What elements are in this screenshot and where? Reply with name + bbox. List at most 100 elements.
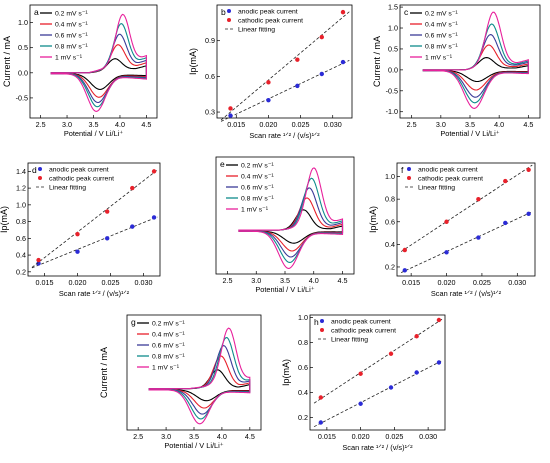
data-point [228, 113, 233, 118]
fit-line [400, 164, 533, 252]
legend-label: 0.2 mV s⁻¹ [55, 11, 88, 18]
data-point [130, 224, 135, 229]
data-point [414, 334, 419, 339]
y-axis-label: Ip(mA) [281, 359, 291, 386]
y-axis-label: Current / mA [372, 36, 382, 87]
legend-label: anodic peak current [238, 9, 298, 16]
fit-line [31, 216, 158, 269]
legend-label: cathodic peak current [331, 328, 396, 335]
data-point [358, 401, 363, 406]
x-tick-label: 4.5 [338, 276, 348, 285]
panel-label: b [221, 7, 226, 17]
x-tick-label: 2.5 [407, 120, 417, 129]
x-axis-label: Potential / V Li/Li⁺ [440, 129, 499, 138]
panel-label: h [314, 317, 319, 327]
legend-marker [227, 9, 231, 13]
x-tick-label: 2.5 [133, 432, 143, 441]
x-tick-label: 3.0 [436, 120, 446, 129]
data-point [414, 370, 419, 375]
y-tick-label: 0.5 [18, 43, 28, 52]
fit-line [220, 60, 350, 122]
legend-label: 1 mV s⁻¹ [425, 55, 453, 62]
data-point [266, 80, 271, 85]
x-tick-label: 3.5 [465, 120, 475, 129]
legend-marker [320, 319, 324, 323]
data-point [476, 196, 481, 202]
legend-label: anodic peak current [418, 167, 478, 174]
data-point [444, 219, 449, 224]
y-axis-label: Ip(mA) [368, 206, 378, 233]
legend-label: 0.2 mV s⁻¹ [241, 163, 274, 170]
y-tick-label: 0.0 [18, 68, 28, 77]
x-tick-label: 4.5 [523, 120, 533, 129]
y-tick-label: 0.5 [388, 44, 398, 53]
panel-label: f [401, 165, 404, 175]
data-point [295, 57, 300, 62]
plot-frame [27, 162, 161, 277]
x-tick-label: 4.5 [141, 120, 151, 129]
legend-label: 0.2 mV s⁻¹ [152, 321, 185, 328]
plot-frame [215, 156, 355, 275]
panel-label: g [131, 317, 136, 327]
y-axis-label: Current / mA [99, 347, 109, 398]
legend-label: cathodic peak current [418, 176, 483, 183]
y-tick-label: -0.5 [16, 93, 28, 102]
chart-panel-g: 2.5 3.0 3.5 4.0 4.5 Potential / V Li/Li⁺ Curre… [99, 314, 262, 450]
data-point [436, 317, 442, 323]
legend-label: 0.8 mV s⁻¹ [55, 44, 88, 51]
y-tick-label: 0.9 [205, 36, 215, 45]
cv-curve [148, 327, 251, 425]
data-point [105, 236, 110, 241]
cv-curve [148, 369, 251, 402]
x-axis-label: Scan rate ¹ᐟ² / (v/s)¹ᐟ² [342, 443, 413, 452]
y-tick-label: 1.0 [16, 200, 26, 209]
legend-label: 0.6 mV s⁻¹ [241, 185, 274, 192]
legend-marker [407, 176, 411, 180]
x-tick-label: 0.030 [508, 278, 526, 287]
data-point [388, 385, 394, 390]
x-tick-label: 0.025 [473, 278, 491, 287]
x-tick-label: 3.0 [251, 276, 261, 285]
plot-frame [396, 162, 536, 277]
legend-label: 0.8 mV s⁻¹ [425, 44, 458, 51]
legend-marker [227, 18, 231, 22]
legend-label: Linear fitting [418, 185, 455, 192]
cv-curve [422, 11, 529, 109]
legend-marker [320, 328, 324, 332]
x-tick-label: 3.0 [161, 432, 171, 441]
x-tick-label: 0.025 [102, 278, 120, 287]
x-tick-label: 2.5 [223, 276, 233, 285]
data-point [319, 34, 324, 40]
data-point [228, 106, 233, 111]
x-tick-label: 0.030 [419, 432, 437, 441]
y-tick-label: 1.0 [298, 313, 308, 322]
y-tick-label: 0.2 [385, 262, 395, 271]
legend-label: 1 mV s⁻¹ [241, 207, 269, 214]
x-tick-label: 0.015 [227, 120, 245, 129]
plot-frame [29, 4, 158, 119]
chart-panel-d: 0.015 0.020 0.025 0.030 0.2 0.4 0.6 0.8 1.0 1.2 1.… [0, 162, 161, 298]
data-point [476, 235, 481, 240]
y-tick-label: 0.6 [298, 363, 308, 372]
data-point [75, 231, 80, 237]
x-axis-label: Scan rate ¹ᐟ² / (v/s)¹ᐟ² [431, 289, 502, 298]
legend-label: 0.4 mV s⁻¹ [241, 174, 274, 181]
data-point [36, 261, 41, 266]
x-tick-label: 0.020 [352, 432, 370, 441]
x-tick-label: 0.025 [385, 432, 403, 441]
fit-line [313, 360, 443, 428]
data-point [444, 250, 449, 255]
legend-label: cathodic peak current [49, 176, 114, 183]
x-tick-label: 0.030 [135, 278, 153, 287]
x-tick-label: 3.0 [62, 120, 72, 129]
y-tick-label: 1.4 [16, 167, 26, 176]
y-tick-label: 0.4 [16, 251, 26, 260]
legend-label: 0.2 mV s⁻¹ [425, 11, 458, 18]
data-point [503, 178, 508, 184]
data-point [526, 211, 531, 217]
data-point [295, 83, 300, 89]
data-point [36, 257, 41, 263]
legend-label: 0.8 mV s⁻¹ [241, 196, 274, 203]
y-axis-label: Ip(mA) [0, 206, 9, 233]
